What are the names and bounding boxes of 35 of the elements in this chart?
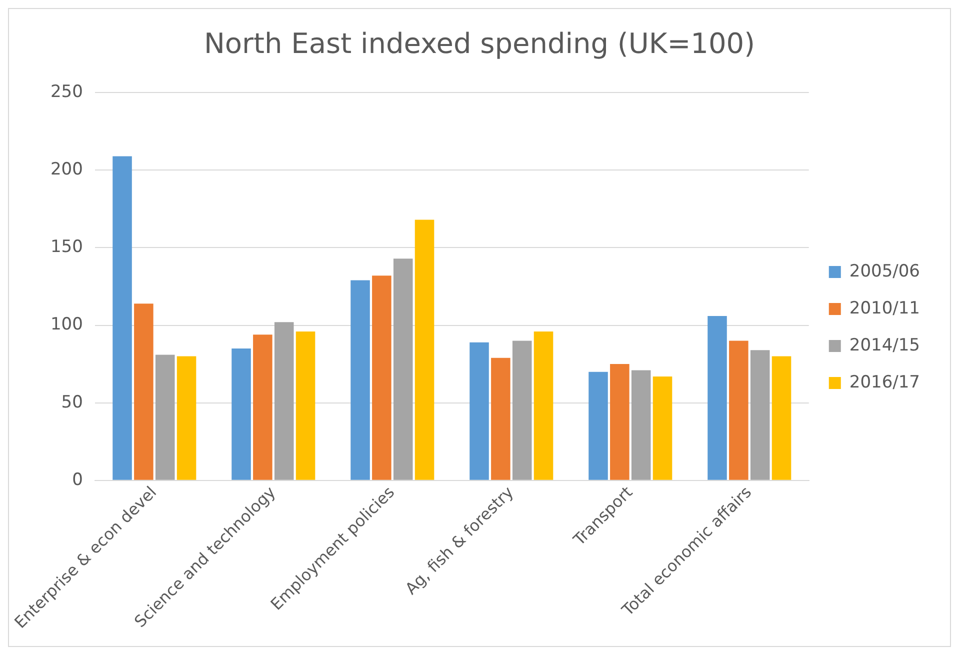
bar	[232, 348, 251, 480]
bar	[296, 331, 316, 480]
bar	[512, 340, 532, 480]
bar	[176, 356, 196, 480]
y-tick-label: 200	[50, 160, 83, 180]
bar	[729, 340, 748, 480]
bar	[372, 276, 392, 480]
bar	[155, 354, 175, 480]
bar	[253, 334, 272, 480]
legend-label: 2010/11	[849, 298, 920, 318]
bar	[350, 280, 370, 480]
bar	[652, 376, 672, 480]
chart-title: North East indexed spending (UK=100)	[204, 27, 756, 60]
y-tick-label: 250	[50, 82, 83, 102]
bar	[610, 364, 630, 480]
legend-label: 2005/06	[849, 261, 920, 282]
y-tick-label: 0	[72, 470, 83, 490]
legend-label: 2014/15	[849, 335, 920, 356]
bar	[708, 316, 727, 480]
bar	[134, 304, 154, 480]
bar	[491, 358, 510, 480]
bar	[631, 370, 651, 480]
bar	[470, 342, 489, 480]
bar	[772, 356, 792, 480]
legend-label: 2016/17	[849, 372, 920, 392]
bar	[750, 350, 770, 480]
y-tick-label: 50	[61, 392, 83, 412]
bar	[534, 331, 554, 480]
bar	[414, 220, 434, 480]
bar	[112, 156, 132, 480]
bar	[274, 322, 294, 480]
y-tick-label: 100	[50, 314, 83, 335]
bar	[393, 258, 413, 480]
bar	[588, 372, 608, 480]
y-tick-label: 150	[50, 237, 83, 258]
